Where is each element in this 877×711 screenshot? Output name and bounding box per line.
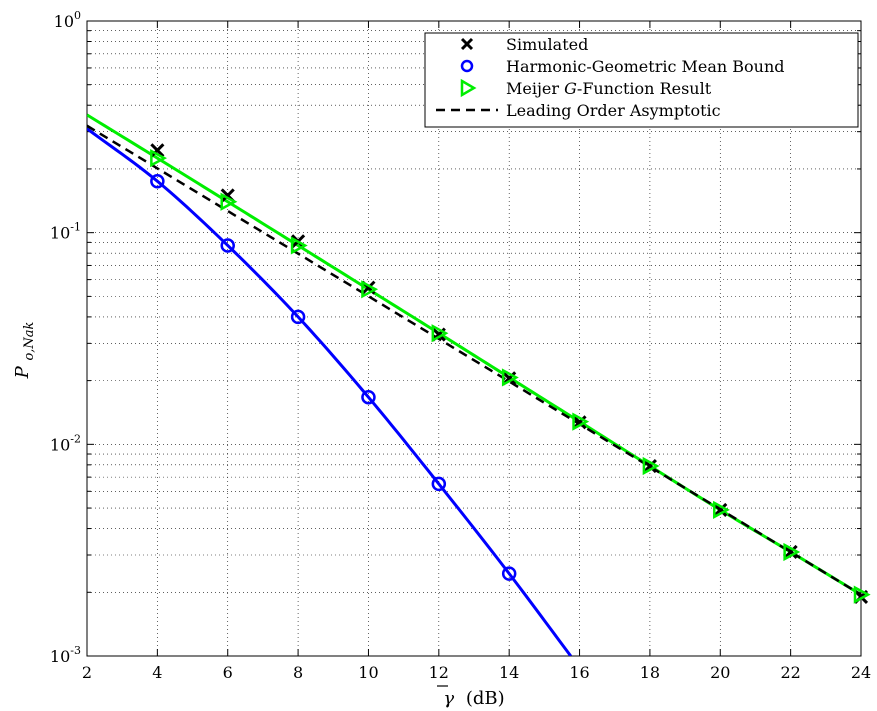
x-tick-label: 6 (223, 663, 233, 682)
legend-label-hgm-bound: Harmonic-Geometric Mean Bound (506, 57, 785, 76)
y-axis-label: P o,Nak (12, 321, 37, 379)
x-axis-label-symbol: γ (443, 688, 454, 709)
legend-label-meijer: Meijer G-Function Result (506, 79, 712, 98)
marker-triangle (220, 192, 238, 211)
x-axis-label-unit: (dB) (466, 688, 505, 709)
marker-x (642, 458, 657, 474)
marker-x (713, 502, 728, 517)
x-tick-label: 24 (851, 663, 871, 682)
legend: Simulated Harmonic-Geometric Mean Bound … (424, 32, 859, 128)
x-tick-label: 22 (780, 663, 800, 682)
marker-circle (431, 476, 447, 492)
series-line-1 (87, 127, 572, 656)
marker-triangle (361, 280, 379, 299)
x-tick-label: 16 (569, 663, 589, 682)
marker-triangle (572, 412, 590, 431)
x-tick-label: 14 (499, 663, 519, 682)
marker-circle (501, 566, 517, 581)
legend-entry-hgm-bound: Harmonic-Geometric Mean Bound (460, 57, 785, 76)
y-tick-label: 10-3 (50, 644, 81, 666)
x-tick-label: 2 (82, 663, 92, 682)
marker-triangle (853, 585, 871, 604)
marker-x-stroke (642, 458, 657, 474)
x-axis-label: γ (dB) (443, 688, 504, 709)
marker-x-stroke (783, 544, 798, 560)
legend-entry-meijer: Meijer G-Function Result (460, 78, 712, 98)
plot-frame (86, 20, 862, 657)
legend-entry-asymptotic: Leading Order Asymptotic (436, 101, 721, 120)
marker-x-stroke (220, 188, 235, 203)
y-axis-label-main: P (12, 365, 33, 379)
x-tick-label: 20 (710, 663, 730, 682)
marker-triangle (783, 542, 801, 562)
x-tick-label: 8 (293, 663, 303, 682)
marker-triangle (501, 368, 519, 387)
x-tick-label: 4 (152, 663, 162, 682)
x-tick-label: 12 (429, 663, 449, 682)
marker-triangle (150, 149, 168, 168)
marker-x-stroke (713, 502, 728, 517)
marker-circle (150, 173, 165, 189)
marker-x (150, 143, 165, 158)
legend-x-marker (460, 37, 474, 51)
x-tick-label: 10 (358, 663, 378, 682)
marker-triangle (431, 324, 449, 343)
marker-triangle (642, 456, 660, 476)
legend-triangle-marker (460, 78, 477, 98)
y-axis-label-subscript: o,Nak (22, 321, 37, 360)
series-line-2 (87, 113, 861, 596)
legend-circle-marker (460, 59, 474, 73)
marker-x-stroke (150, 143, 165, 158)
marker-circle (361, 389, 376, 405)
series-line-3 (87, 124, 861, 596)
series-layer (87, 113, 871, 656)
marker-x-stroke (361, 280, 376, 295)
marker-triangle (290, 236, 308, 255)
marker-x (783, 544, 798, 560)
legend-label-simulated: Simulated (506, 35, 588, 54)
legend-box (424, 32, 859, 128)
legend-entry-simulated: Simulated (460, 35, 588, 54)
marker-triangle (713, 500, 730, 520)
y-tick-label: 100 (54, 9, 81, 31)
y-tick-label: 10-2 (50, 432, 81, 454)
marker-circle (220, 238, 235, 253)
legend-label-asymptotic: Leading Order Asymptotic (506, 101, 721, 120)
y-tick-label: 10-1 (50, 221, 81, 243)
x-tick-label: 18 (640, 663, 660, 682)
marker-circle (290, 309, 306, 325)
